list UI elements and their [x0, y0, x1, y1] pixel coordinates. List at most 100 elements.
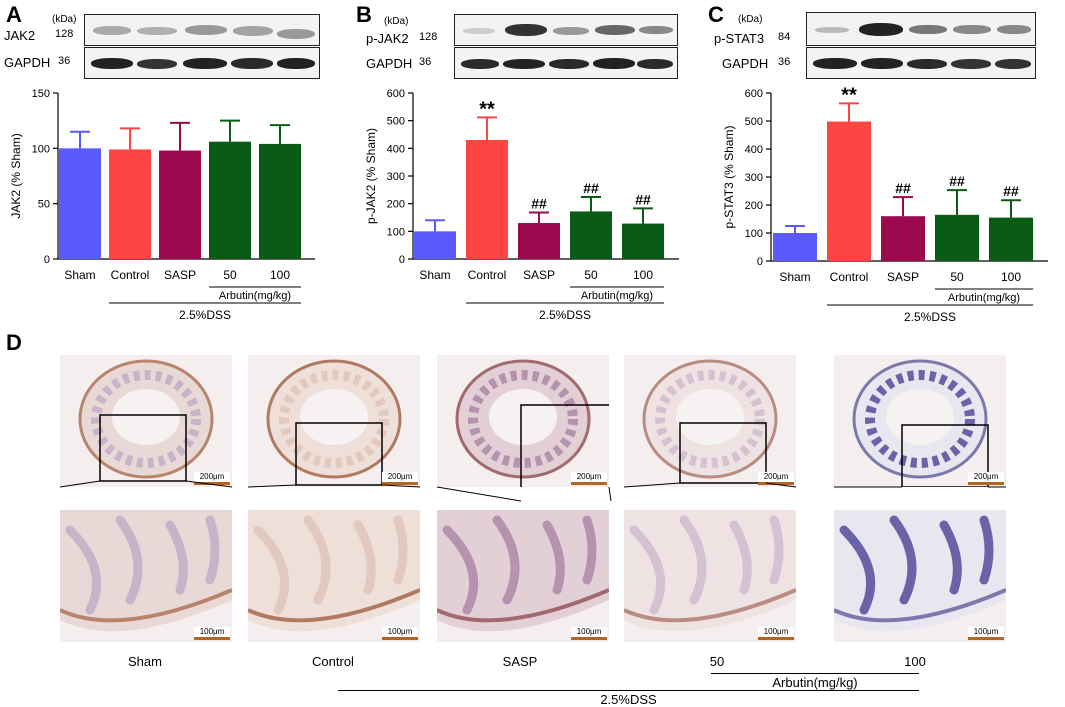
bar	[209, 141, 251, 259]
y-tick-label: 400	[387, 143, 405, 155]
scale-bar: 200μm	[968, 472, 1004, 485]
histology-overview-image: 200μm	[834, 355, 1006, 487]
significance-annotation: **	[841, 84, 857, 106]
arbutin-group-label: Arbutin(mg/kg)	[581, 290, 653, 302]
y-axis-label: JAK2 (% Sham)	[9, 133, 23, 218]
x-tick-label: Control	[111, 268, 150, 282]
blot-protein-label-b: p-JAK2	[366, 31, 409, 46]
zoom-connector	[436, 486, 612, 502]
y-tick-label: 400	[745, 144, 763, 156]
bar-chart-p-stat3: 0 100 200 300 400 500 600 p-STAT3 (% Sham) Sham *…	[722, 84, 1048, 324]
blot-loading-label-b: GAPDH	[366, 56, 413, 71]
dss-group-label: 2.5%DSS	[179, 308, 231, 322]
dss-group-label: 2.5%DSS	[539, 308, 591, 322]
blot-loading-kda-b: 36	[419, 56, 432, 68]
arbutin-group-label: Arbutin(mg/kg)	[219, 290, 291, 302]
y-tick-label: 100	[32, 143, 50, 155]
x-tick-label: 50	[584, 268, 598, 282]
scale-bar-label: 200μm	[763, 472, 789, 481]
western-blot-jak2	[84, 14, 320, 46]
y-tick-label: 150	[32, 88, 50, 100]
dss-group-label: 2.5%DSS	[904, 310, 956, 324]
scale-bar-label: 100μm	[763, 627, 789, 636]
histology-zoom-image: 100μm	[624, 510, 796, 642]
scale-bar: 100μm	[194, 627, 230, 640]
scale-bar-label: 200μm	[199, 472, 225, 481]
western-blot-gapdh-b	[454, 47, 678, 79]
histology-label-sasp: SASP	[502, 654, 538, 669]
kda-label-b: (kDa)	[384, 16, 409, 27]
x-tick-label: Control	[468, 268, 507, 282]
scale-bar-label: 100μm	[973, 627, 999, 636]
y-tick-label: 100	[745, 228, 763, 240]
histology-zoom-image: 100μm	[437, 510, 609, 642]
bar	[622, 223, 664, 259]
colon-section-icon	[437, 355, 609, 487]
histology-arbutin-label: Arbutin(mg/kg)	[772, 675, 858, 690]
y-tick-label: 300	[745, 172, 763, 184]
tissue-detail-icon	[248, 510, 420, 642]
histology-zoom-image: 100μm	[834, 510, 1006, 642]
bar	[466, 140, 508, 259]
blot-protein-kda-a: 128	[55, 28, 74, 40]
kda-label-c: (kDa)	[738, 14, 763, 25]
bar	[881, 216, 925, 261]
arbutin-bracket-line-d	[711, 673, 919, 674]
bar	[414, 231, 456, 259]
scale-bar: 100μm	[968, 627, 1004, 640]
y-tick-label: 300	[387, 171, 405, 183]
bar	[989, 217, 1033, 261]
y-tick-label: 0	[399, 254, 405, 266]
scale-bar: 200μm	[194, 472, 230, 485]
histology-label-sham: Sham	[128, 654, 162, 669]
x-tick-label: Sham	[779, 270, 810, 284]
scale-bar-label: 100μm	[387, 627, 413, 636]
x-tick-label: 50	[223, 268, 237, 282]
scale-bar: 200μm	[382, 472, 418, 485]
scale-bar-label: 200μm	[973, 472, 999, 481]
bar	[935, 214, 979, 261]
panel-a-letter: A	[6, 2, 22, 27]
tissue-detail-icon	[437, 510, 609, 642]
colon-section-icon	[248, 355, 420, 487]
y-tick-label: 500	[745, 116, 763, 128]
blot-loading-label-a: GAPDH	[4, 55, 51, 70]
x-tick-label: Control	[830, 270, 869, 284]
x-tick-label: SASP	[887, 270, 919, 284]
y-tick-label: 0	[44, 254, 50, 266]
x-tick-label: 100	[270, 268, 290, 282]
arbutin-group-label: Arbutin(mg/kg)	[948, 292, 1020, 304]
histology-label-50: 50	[709, 654, 725, 669]
y-axis-label: p-STAT3 (% Sham)	[722, 126, 736, 229]
significance-annotation: ##	[635, 191, 651, 207]
scale-bar-label: 200μm	[387, 472, 413, 481]
blot-loading-kda-a: 36	[58, 55, 71, 67]
x-tick-label: SASP	[523, 268, 555, 282]
y-tick-label: 0	[757, 256, 763, 268]
bar	[827, 121, 871, 261]
western-blot-p-stat3	[806, 12, 1036, 46]
histology-label-control: Control	[312, 654, 354, 669]
kda-label-a: (kDa)	[52, 14, 77, 25]
western-blot-gapdh-c	[806, 47, 1036, 79]
y-tick-label: 600	[745, 88, 763, 100]
y-tick-label: 600	[387, 88, 405, 100]
significance-annotation: ##	[949, 173, 965, 189]
histology-zoom-image: 100μm	[60, 510, 232, 642]
tissue-detail-icon	[834, 510, 1006, 642]
x-tick-label: 50	[950, 270, 964, 284]
zoom-connector	[623, 482, 797, 488]
bar	[570, 211, 612, 259]
panel-d-letter: D	[6, 330, 22, 355]
colon-section-icon	[834, 355, 1006, 487]
bar	[59, 148, 101, 259]
y-tick-label: 500	[387, 116, 405, 128]
significance-annotation: ##	[895, 180, 911, 196]
bar	[773, 233, 817, 261]
scale-bar: 100μm	[571, 627, 607, 640]
bar	[259, 143, 301, 259]
blot-loading-kda-c: 36	[778, 56, 791, 68]
western-blot-gapdh-a	[84, 47, 320, 79]
panel-b-letter: B	[356, 2, 372, 27]
blot-protein-label-c: p-STAT3	[714, 31, 765, 46]
